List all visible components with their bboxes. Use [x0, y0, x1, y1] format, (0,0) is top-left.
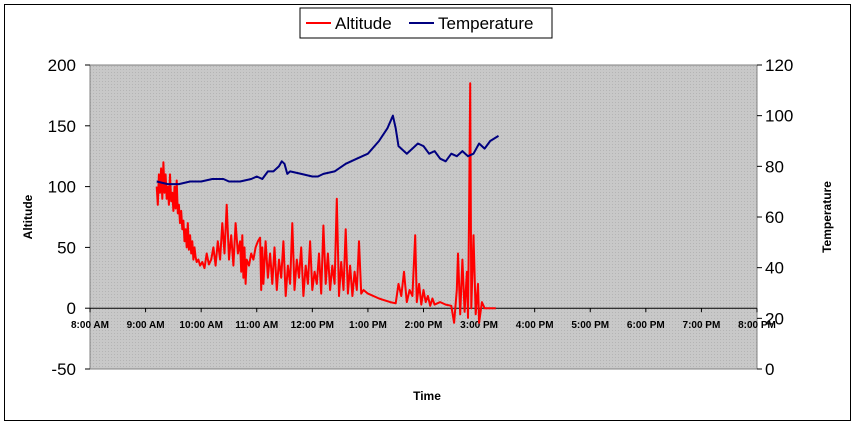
y2-tick-label: 80: [765, 157, 784, 176]
y-tick-label: 200: [48, 56, 76, 75]
y-tick-label: -50: [51, 360, 76, 379]
x-tick-label: 9:00 AM: [127, 320, 165, 331]
x-tick-group: 8:00 AM 9:00 AM 10:00 AM 11:00 AM 12:00 PM 1:…: [71, 308, 776, 331]
y-axis-title: Altitude: [21, 194, 35, 239]
legend: Altitude Temperature: [299, 7, 553, 39]
y2-tick-label: 120: [765, 56, 793, 75]
x-tick-label: 6:00 PM: [627, 320, 665, 331]
y-tick-group: 200 150 100 50 0 -50: [48, 56, 90, 379]
legend-box: [299, 7, 553, 39]
legend-label-altitude: Altitude: [335, 14, 392, 33]
x-axis-title: Time: [413, 389, 441, 403]
y2-axis-title: Temperature: [820, 181, 834, 253]
y2-tick-label: 60: [765, 208, 784, 227]
y-tick-label: 50: [57, 238, 76, 257]
y2-tick-label: 0: [765, 360, 774, 379]
x-tick-label: 2:00 PM: [405, 320, 443, 331]
legend-label-temperature: Temperature: [438, 14, 533, 33]
y2-tick-label: 100: [765, 107, 793, 126]
y-tick-label: 100: [48, 178, 76, 197]
x-tick-label: 1:00 PM: [349, 320, 387, 331]
x-tick-label: 7:00 PM: [683, 320, 721, 331]
y-tick-label: 0: [67, 299, 76, 318]
x-tick-label: 3:00 PM: [460, 320, 498, 331]
y2-tick-group: 120 100 80 60 40 20 0: [757, 56, 793, 379]
y2-tick-label: 40: [765, 259, 784, 278]
series-line-temperature: [156, 114, 500, 186]
x-tick-label: 12:00 PM: [291, 320, 334, 331]
x-tick-label: 5:00 PM: [571, 320, 609, 331]
x-tick-label: 4:00 PM: [516, 320, 554, 331]
x-tick-label: 11:00 AM: [235, 320, 278, 331]
y-tick-label: 150: [48, 117, 76, 136]
y2-tick-label: 20: [765, 309, 784, 328]
x-tick-label: 10:00 AM: [179, 320, 223, 331]
plot-area: [89, 64, 758, 370]
series-group: [155, 82, 500, 324]
x-tick-label: 8:00 AM: [71, 320, 109, 331]
series-line-altitude: [155, 82, 496, 324]
x-tick-label: 8:00 PM: [738, 320, 776, 331]
